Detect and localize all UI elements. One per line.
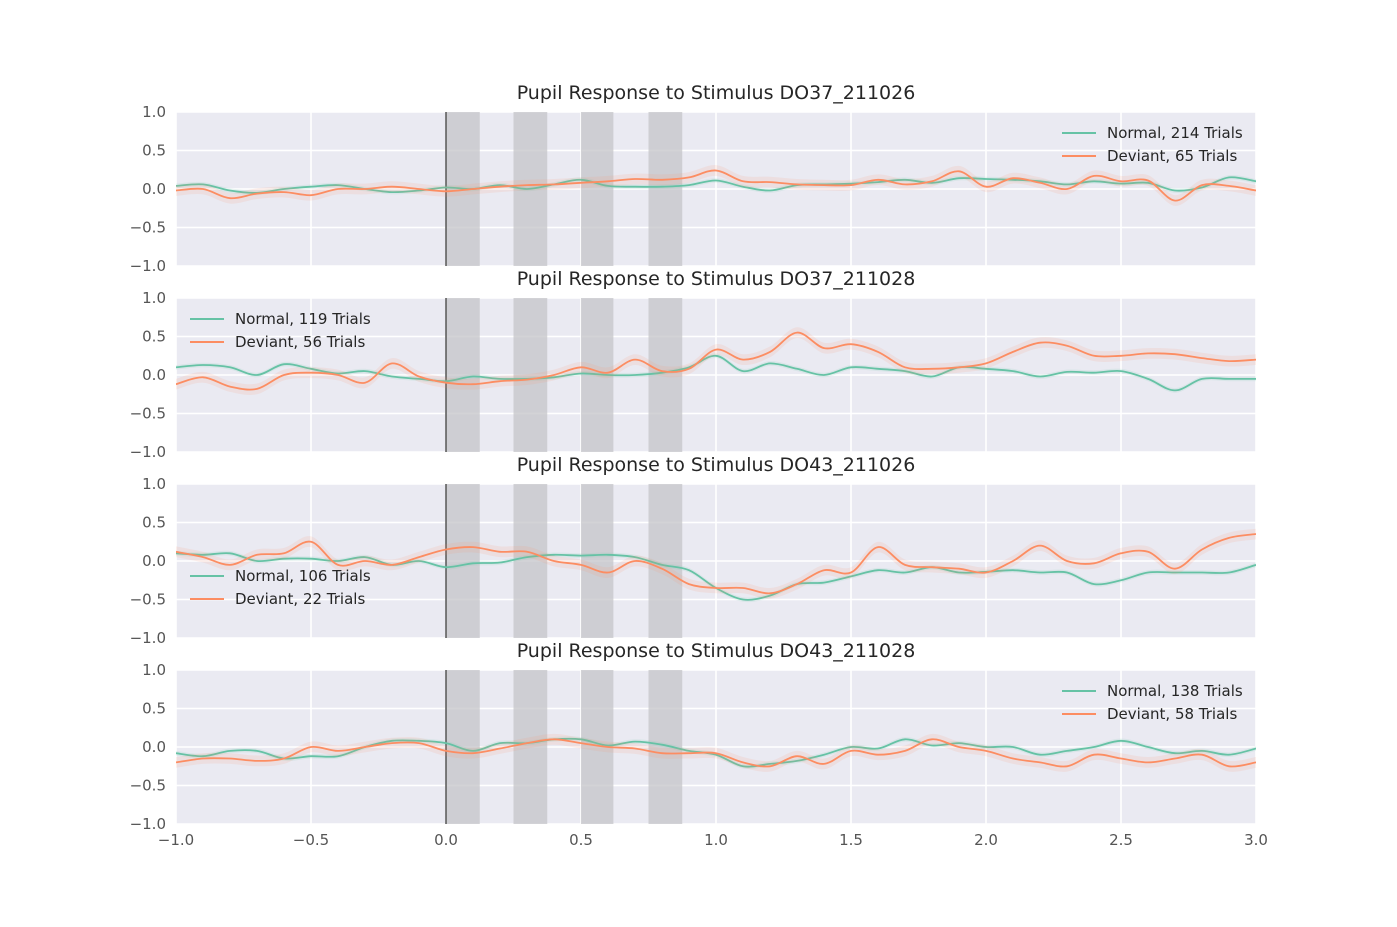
shared-x-axis: −1.0 −0.5 0.0 0.5 1.0 1.5 2.0 2.5 3.0 <box>158 831 1268 849</box>
series-1-line <box>176 354 1256 392</box>
stimulus-window-3 <box>581 112 614 266</box>
y-tick-label: −1.0 <box>130 443 166 461</box>
y-tick-label: 0.5 <box>142 700 166 718</box>
panel-title: Pupil Response to Stimulus DO37_211026 <box>517 82 916 104</box>
legend-label-1: Normal, 214 Trials <box>1107 124 1243 142</box>
stimulus-window-3 <box>581 484 614 638</box>
series-1-line <box>176 737 1256 768</box>
y-tick-label: 1.0 <box>142 661 166 679</box>
panel-title: Pupil Response to Stimulus DO37_211028 <box>517 268 916 290</box>
y-tick-label: −0.5 <box>130 777 166 795</box>
legend-label-2: Deviant, 22 Trials <box>235 590 365 608</box>
stimulus-window-4 <box>648 298 683 452</box>
stimulus-window-4 <box>648 112 683 266</box>
legend: Normal, 119 Trials Deviant, 56 Trials <box>190 310 371 351</box>
x-tick-label: 2.0 <box>974 831 998 849</box>
panel-1: 1.0 0.5 0.0 −0.5 −1.0 Pupil Response to Stimu… <box>130 82 1257 275</box>
series-2-line <box>176 169 1256 202</box>
y-tick-label: 0.0 <box>142 366 166 384</box>
legend: Normal, 214 Trials Deviant, 65 Trials <box>1062 124 1243 165</box>
y-tick-label: −1.0 <box>130 629 166 647</box>
panel-4: 1.0 0.5 0.0 −0.5 −1.0 Pupil Response to Stimu… <box>130 640 1257 833</box>
legend-label-1: Normal, 119 Trials <box>235 310 371 328</box>
y-tick-label: −1.0 <box>130 257 166 275</box>
y-tick-label: 1.0 <box>142 289 166 307</box>
y-tick-label: −1.0 <box>130 815 166 833</box>
panel-3: 1.0 0.5 0.0 −0.5 −1.0 Pupil Response to Stimu… <box>130 454 1257 647</box>
legend: Normal, 138 Trials Deviant, 58 Trials <box>1062 682 1243 723</box>
stimulus-window-2 <box>513 298 548 452</box>
y-tick-label: −0.5 <box>130 405 166 423</box>
y-tick-label: 0.5 <box>142 328 166 346</box>
x-tick-label: −0.5 <box>293 831 329 849</box>
stimulus-window-2 <box>513 484 548 638</box>
legend-label-1: Normal, 138 Trials <box>1107 682 1243 700</box>
legend-label-2: Deviant, 56 Trials <box>235 333 365 351</box>
stimulus-window-1 <box>446 670 480 824</box>
stimulus-window-4 <box>648 484 683 638</box>
y-tick-label: 0.5 <box>142 142 166 160</box>
y-tick-label: −0.5 <box>130 591 166 609</box>
series-1-confidence-band <box>176 174 1256 196</box>
series-1-line <box>176 176 1256 194</box>
series-2-line <box>176 331 1256 391</box>
x-tick-label: 0.0 <box>434 831 458 849</box>
x-tick-label: 3.0 <box>1244 831 1268 849</box>
panel-title: Pupil Response to Stimulus DO43_211028 <box>517 640 916 662</box>
legend-label-1: Normal, 106 Trials <box>235 567 371 585</box>
x-tick-label: 1.0 <box>704 831 728 849</box>
x-tick-label: 0.5 <box>569 831 593 849</box>
y-tick-label: 0.5 <box>142 514 166 532</box>
y-tick-label: 0.0 <box>142 180 166 198</box>
series-2-confidence-band <box>176 528 1256 599</box>
x-tick-label: −1.0 <box>158 831 194 849</box>
x-tick-label: 1.5 <box>839 831 863 849</box>
y-tick-label: 1.0 <box>142 103 166 121</box>
series-2-line <box>176 533 1256 595</box>
stimulus-window-4 <box>648 670 683 824</box>
legend-label-2: Deviant, 65 Trials <box>1107 147 1237 165</box>
legend: Normal, 106 Trials Deviant, 22 Trials <box>190 567 371 608</box>
series-2-confidence-band <box>176 327 1256 396</box>
series-2-confidence-band <box>176 165 1256 206</box>
panel-2: 1.0 0.5 0.0 −0.5 −1.0 Pupil Response to Stimu… <box>130 268 1257 461</box>
legend-label-2: Deviant, 58 Trials <box>1107 705 1237 723</box>
panel-title: Pupil Response to Stimulus DO43_211026 <box>517 454 916 476</box>
y-tick-label: 0.0 <box>142 552 166 570</box>
y-tick-label: 1.0 <box>142 475 166 493</box>
subplots: 1.0 0.5 0.0 −0.5 −1.0 Pupil Response to Stimu… <box>130 82 1257 833</box>
stimulus-window-1 <box>446 484 480 638</box>
series-2-line <box>176 738 1256 768</box>
y-tick-label: 0.0 <box>142 738 166 756</box>
x-tick-label: 2.5 <box>1109 831 1133 849</box>
stimulus-window-1 <box>446 298 480 452</box>
stimulus-window-2 <box>513 670 548 824</box>
y-tick-label: −0.5 <box>130 219 166 237</box>
